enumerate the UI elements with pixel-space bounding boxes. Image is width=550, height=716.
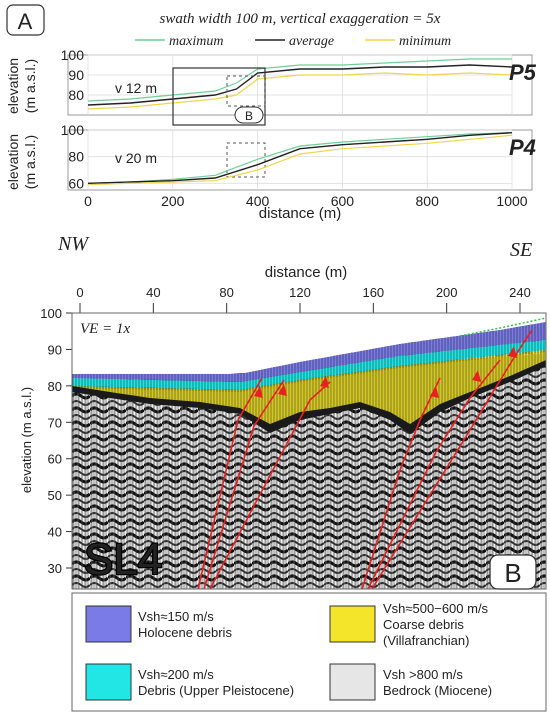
series-line-maximum xyxy=(87,58,512,102)
chart-p5: 80 90 100 B v 12 m P5 xyxy=(61,47,537,126)
chart-p4-frame xyxy=(67,129,533,191)
x-tick-label: 200 xyxy=(161,193,185,209)
panel-a-caption: swath width 100 m, vertical exaggeration… xyxy=(160,11,441,27)
y-tick-label: 60 xyxy=(68,175,84,191)
zoom-box-dashed xyxy=(226,75,266,107)
legend-coarse-line1: Vsh≈500−600 m/s xyxy=(383,601,489,616)
legend-coarse-line3: (Villafranchian) xyxy=(383,633,469,648)
y-tick-label: 60 xyxy=(48,452,62,467)
seismic-section xyxy=(72,313,546,589)
chart-p4-annotation: v 20 m xyxy=(115,150,157,166)
y-tick-label: 90 xyxy=(68,67,84,83)
panel-b-xlabel: distance (m) xyxy=(265,264,348,281)
y-tick-label: 80 xyxy=(68,87,84,103)
geology-legend: Vsh≈150 m/s Holocene debris Vsh≈500−600 … xyxy=(71,592,547,712)
x-tick-label: 200 xyxy=(436,285,458,300)
legend-label-minimum: minimum xyxy=(399,34,451,49)
chart-p4: 60 80 100 0 200 400 600 800 1000 v 20 m P4 xyxy=(61,122,536,209)
panel-a-xlabel: distance (m) xyxy=(259,205,342,222)
direction-se: SE xyxy=(510,239,532,261)
topography-line xyxy=(459,317,546,337)
zoom-box-p4-dashed xyxy=(226,142,266,178)
x-tick-label: 1000 xyxy=(496,193,527,209)
x-tick-label: 120 xyxy=(289,285,311,300)
series-line-average xyxy=(87,64,513,106)
chart-p5-ylabel-2: (m a.s.l.) xyxy=(22,59,38,113)
x-tick-label: 0 xyxy=(84,193,92,209)
y-tick-label: 100 xyxy=(61,122,85,138)
x-tick-label: 400 xyxy=(246,193,270,209)
legend-swatch-pleistocene xyxy=(85,663,132,701)
panel-a: A swath width 100 m, vertical exaggerati… xyxy=(5,4,537,222)
zoom-box-label: B xyxy=(245,109,253,123)
fault-lines xyxy=(197,329,533,589)
y-tick-label: 40 xyxy=(48,525,62,540)
zoom-box-label-frame xyxy=(234,106,264,124)
y-tick-label: 80 xyxy=(68,149,84,165)
x-tick-label: 0 xyxy=(76,285,83,300)
panel-b: NW SE distance (m) 0 40 80 120 160 200 240 100… xyxy=(19,233,547,590)
y-tick-label: 50 xyxy=(48,488,62,503)
chart-p4-profile: P4 xyxy=(509,135,536,160)
series-line-minimum xyxy=(87,72,513,110)
series-line-average xyxy=(87,132,513,184)
legend-label-average: average xyxy=(289,34,334,49)
x-tick-label: 160 xyxy=(362,285,384,300)
y-tick-label: 100 xyxy=(40,306,62,321)
legend-swatch-holocene xyxy=(85,605,132,643)
x-tick-label: 600 xyxy=(331,193,355,209)
legend-label-maximum: maximum xyxy=(169,34,223,49)
direction-nw: NW xyxy=(57,233,90,255)
x-tick-label: 240 xyxy=(509,285,531,300)
chart-legend: maximum average minimum xyxy=(135,34,451,49)
chart-p4-ylabel-2: (m a.s.l.) xyxy=(22,135,38,189)
legend-holocene-line2: Holocene debris xyxy=(138,625,232,640)
geology-legend-frame xyxy=(71,592,547,712)
legend-pleistocene-line2: Debris (Upper Pleistocene) xyxy=(138,683,294,698)
legend-bedrock-line2: Bedrock (Miocene) xyxy=(383,683,492,698)
legend-swatch-bedrock xyxy=(329,663,376,701)
x-tick-label: 40 xyxy=(146,285,160,300)
y-tick-label: 30 xyxy=(48,561,62,576)
panel-a-label-box xyxy=(6,4,45,36)
sky xyxy=(72,313,546,374)
x-tick-label: 800 xyxy=(416,193,440,209)
legend-swatch-coarse xyxy=(329,605,376,643)
chart-p4-ylabel-1: elevation xyxy=(5,134,21,190)
series-line-maximum xyxy=(87,132,513,184)
panel-b-label: B xyxy=(504,558,521,588)
fault-arrows xyxy=(254,346,517,398)
y-tick-label: 90 xyxy=(48,342,62,357)
panel-b-label-box xyxy=(489,554,537,590)
chart-p5-annotation: v 12 m xyxy=(115,80,157,96)
section-label: SL4 xyxy=(84,535,162,584)
chart-p5-ylabel-1: elevation xyxy=(5,58,21,114)
y-tick-label: 100 xyxy=(61,47,85,63)
legend-holocene-line1: Vsh≈150 m/s xyxy=(138,609,214,624)
legend-coarse-line2: Coarse debris xyxy=(383,617,464,632)
series-line-minimum xyxy=(87,134,513,186)
panel-a-label: A xyxy=(18,9,33,34)
seismic-frame xyxy=(71,312,547,590)
panel-b-ylabel: elevation (m a.s.l.) xyxy=(19,387,34,493)
zoom-box-b xyxy=(172,67,266,126)
x-tick-label: 80 xyxy=(219,285,233,300)
chart-p5-profile: P5 xyxy=(509,60,537,85)
y-tick-label: 80 xyxy=(48,379,62,394)
legend-bedrock-line1: Vsh >800 m/s xyxy=(383,667,463,682)
legend-pleistocene-line1: Vsh≈200 m/s xyxy=(138,667,214,682)
y-tick-label: 70 xyxy=(48,415,62,430)
ve-label: VE = 1x xyxy=(80,321,130,337)
